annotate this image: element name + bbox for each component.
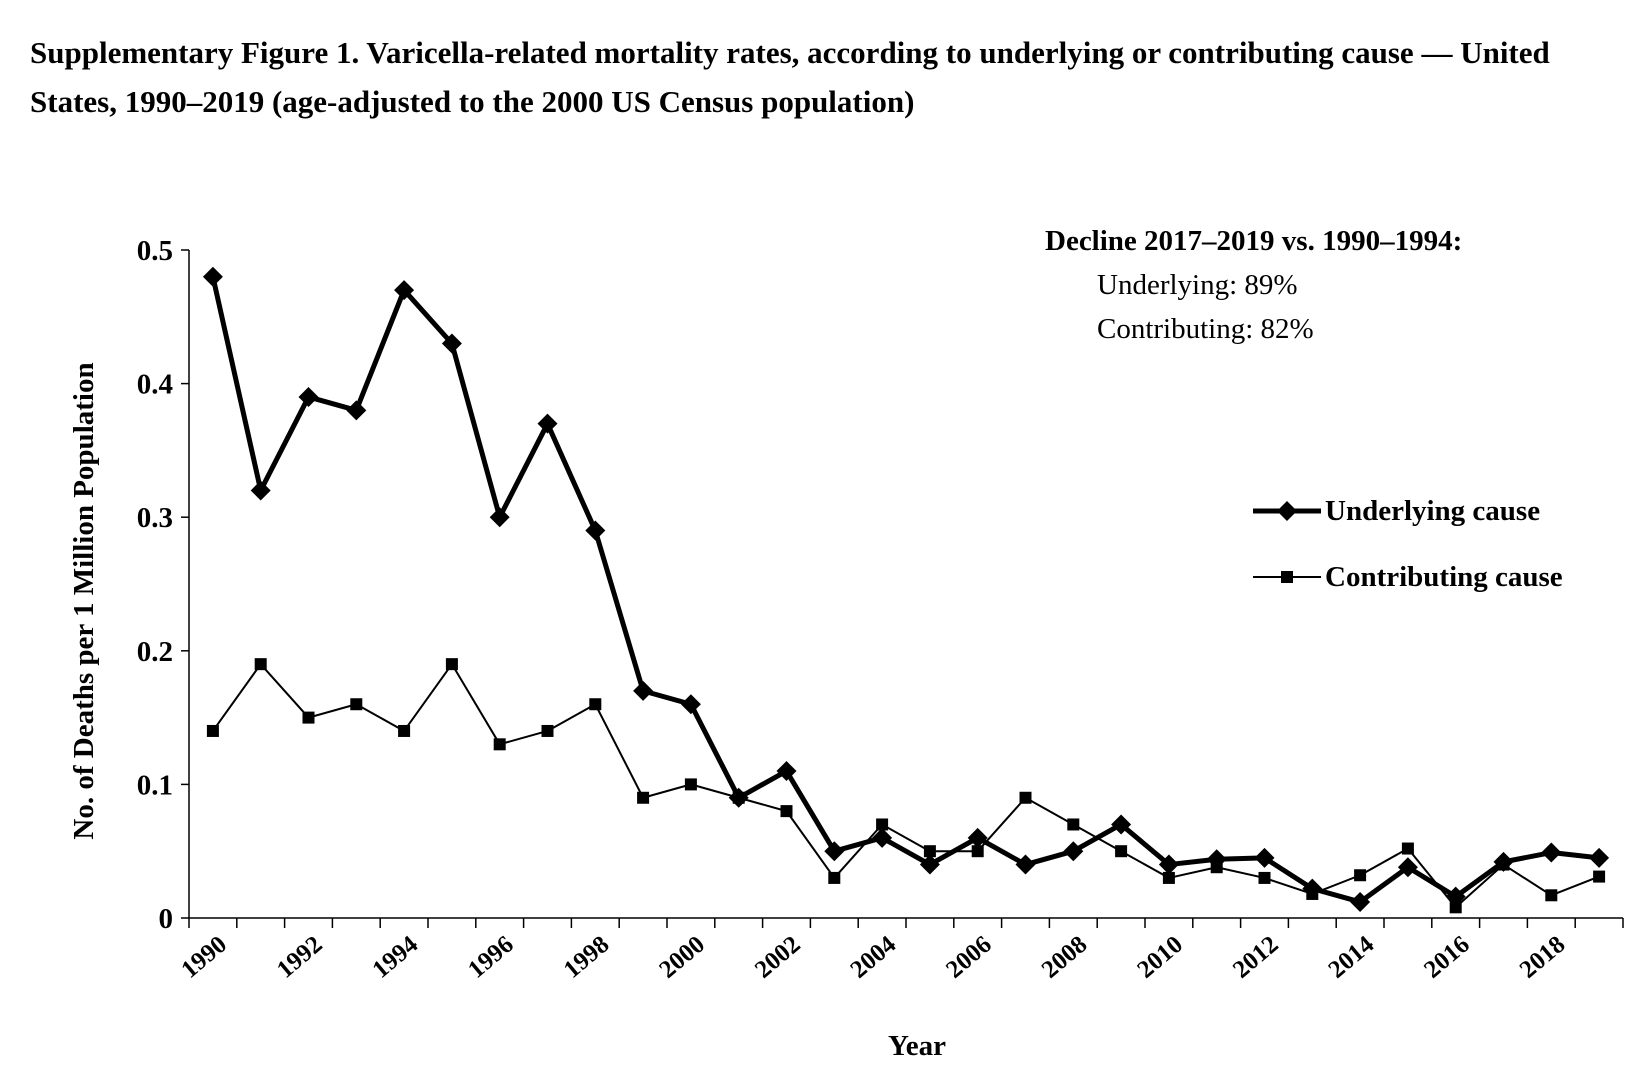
data-point-square <box>923 845 936 858</box>
data-point-diamond <box>1158 854 1179 875</box>
data-point-diamond <box>1493 851 1514 872</box>
data-point-diamond <box>919 854 940 875</box>
chart-title: Supplementary Figure 1. Varicella-relate… <box>30 35 1550 119</box>
x-tick-label: 1990 <box>176 931 232 984</box>
x-tick-label: 2016 <box>1419 931 1475 984</box>
data-point-diamond <box>1063 841 1084 862</box>
data-point-diamond <box>489 507 510 528</box>
data-point-diamond <box>1015 854 1036 875</box>
y-tick-label: 0 <box>159 903 174 935</box>
series-underlying-cause <box>202 266 1610 912</box>
x-tick-label: 2006 <box>941 931 997 984</box>
x-tick-label: 1998 <box>559 931 615 984</box>
data-point-diamond <box>537 413 558 434</box>
y-tick-label: 0.4 <box>137 369 173 401</box>
data-point-square <box>1449 901 1462 914</box>
data-point-diamond <box>1397 857 1418 878</box>
y-axis-label: No. of Deaths per 1 Million Population <box>68 362 100 839</box>
x-tick-label: 2004 <box>846 931 902 984</box>
data-point-square <box>684 778 697 791</box>
data-point-square <box>350 698 363 711</box>
series-line <box>212 663 1600 909</box>
data-point-diamond <box>1254 847 1275 868</box>
data-point-square <box>398 724 411 737</box>
x-tick-label: 2014 <box>1324 931 1380 984</box>
y-tick-label: 0.1 <box>137 769 173 801</box>
data-point-square <box>1162 871 1175 884</box>
x-axis-label: Year <box>888 1030 946 1062</box>
data-point-diamond <box>585 520 606 541</box>
x-tick-label: 2000 <box>654 931 710 984</box>
data-point-diamond <box>202 266 223 287</box>
legend: Underlying cause Contributing cause <box>1253 495 1563 593</box>
data-point-square <box>589 698 602 711</box>
data-point-diamond <box>346 400 367 421</box>
data-point-diamond <box>1302 878 1323 899</box>
legend-marker-diamond <box>1277 501 1297 521</box>
data-point-diamond <box>680 694 701 715</box>
x-tick-label: 1996 <box>463 931 519 984</box>
data-point-diamond <box>441 333 462 354</box>
data-point-square <box>1115 845 1128 858</box>
data-point-diamond <box>1589 847 1610 868</box>
x-tick-label: 2008 <box>1037 931 1093 984</box>
data-point-square <box>1401 842 1414 855</box>
x-tick-label: 2018 <box>1515 931 1571 984</box>
annotation-line-underlying: Underlying: 89% <box>1097 269 1298 301</box>
y-tick-label: 0.2 <box>137 636 173 668</box>
data-point-diamond <box>633 680 654 701</box>
annotation-line-contributing: Contributing: 82% <box>1097 313 1314 345</box>
data-point-square <box>493 738 506 751</box>
data-point-diamond <box>250 480 271 501</box>
data-point-square <box>828 871 841 884</box>
data-point-square <box>1258 871 1271 884</box>
data-point-diamond <box>298 386 319 407</box>
annotation: Decline 2017–2019 vs. 1990–1994: Underly… <box>1045 225 1462 345</box>
series-group <box>202 266 1610 914</box>
legend-marker-square <box>1281 571 1293 583</box>
data-point-diamond <box>394 280 415 301</box>
data-point-square <box>1067 818 1080 831</box>
x-tick-label: 1994 <box>368 931 424 984</box>
data-point-square <box>1354 869 1367 882</box>
data-point-diamond <box>728 787 749 808</box>
data-point-square <box>637 791 650 804</box>
data-point-diamond <box>872 827 893 848</box>
y-tick-label: 0.3 <box>137 502 173 534</box>
data-point-square <box>254 658 267 671</box>
data-point-diamond <box>776 761 797 782</box>
legend-label-underlying: Underlying cause <box>1325 495 1540 527</box>
data-point-diamond <box>1445 886 1466 907</box>
data-point-diamond <box>1111 814 1132 835</box>
data-point-square <box>876 818 889 831</box>
data-point-diamond <box>824 841 845 862</box>
annotation-heading: Decline 2017–2019 vs. 1990–1994: <box>1045 225 1462 257</box>
data-point-square <box>1545 889 1558 902</box>
data-point-square <box>302 711 315 724</box>
data-point-square <box>206 724 219 737</box>
legend-label-contributing: Contributing cause <box>1325 561 1563 593</box>
data-point-diamond <box>1206 849 1227 870</box>
data-point-square <box>1593 870 1606 883</box>
data-point-diamond <box>1541 842 1562 863</box>
y-tick-label: 0.5 <box>137 235 173 267</box>
x-tick-label: 2010 <box>1132 931 1188 984</box>
data-point-square <box>1019 791 1032 804</box>
x-tick-label: 2012 <box>1228 931 1284 984</box>
data-point-diamond <box>1350 891 1371 912</box>
series-line <box>210 276 1600 905</box>
x-tick-label: 1992 <box>272 931 328 984</box>
data-point-square <box>971 845 984 858</box>
data-point-square <box>541 724 554 737</box>
data-point-square <box>445 658 458 671</box>
data-point-square <box>780 805 793 818</box>
data-point-diamond <box>967 827 988 848</box>
x-tick-label: 2002 <box>750 931 806 984</box>
